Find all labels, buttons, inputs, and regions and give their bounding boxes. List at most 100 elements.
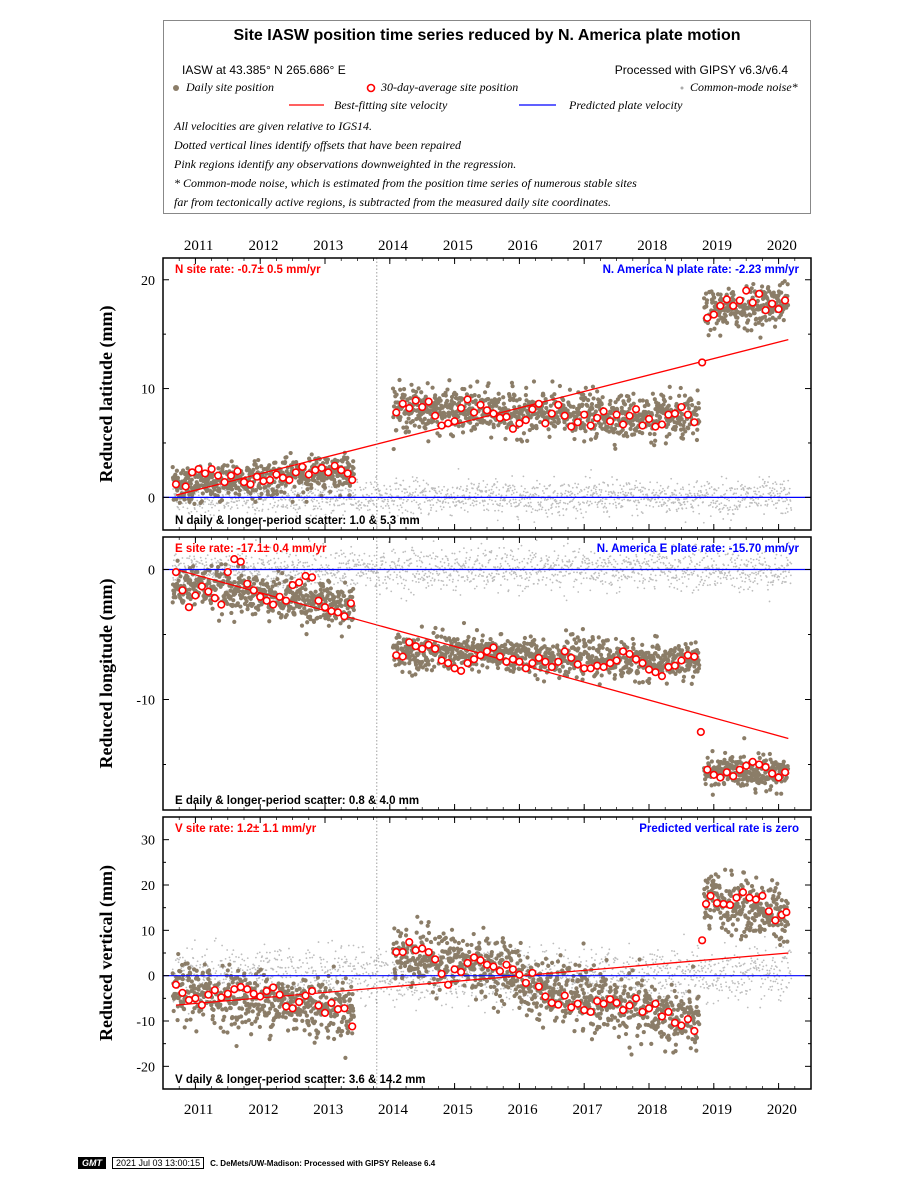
daily-position-point <box>753 321 758 327</box>
common-mode-point <box>291 491 294 494</box>
daily-position-point <box>622 402 628 407</box>
common-mode-point <box>508 572 511 574</box>
common-mode-point <box>597 572 600 575</box>
common-mode-point <box>436 566 439 568</box>
common-mode-point <box>705 488 708 491</box>
daily-position-point <box>482 390 488 395</box>
common-mode-point <box>282 504 285 506</box>
common-mode-point <box>674 501 676 504</box>
common-mode-point <box>318 570 321 573</box>
common-mode-point <box>308 540 311 542</box>
common-mode-point <box>258 509 260 512</box>
common-mode-point <box>710 486 713 488</box>
common-mode-point <box>595 562 598 565</box>
common-mode-point <box>299 492 302 495</box>
daily-position-point <box>276 483 281 488</box>
common-mode-point <box>263 499 265 501</box>
common-mode-point <box>456 494 459 497</box>
common-mode-point <box>703 484 706 487</box>
common-mode-point <box>307 492 310 495</box>
common-mode-point <box>695 481 698 484</box>
common-mode-point <box>245 501 248 504</box>
daily-position-point <box>463 416 469 421</box>
daily-position-point <box>712 326 717 331</box>
daily-position-point <box>258 486 263 491</box>
common-mode-point <box>558 514 561 517</box>
daily-position-point <box>718 292 723 297</box>
common-mode-point <box>442 580 444 583</box>
average-position-point <box>541 419 550 428</box>
daily-position-point <box>425 381 430 386</box>
common-mode-point <box>456 558 458 560</box>
common-mode-point <box>288 555 290 558</box>
common-mode-point <box>365 481 368 484</box>
daily-position-point <box>631 422 636 427</box>
common-mode-point <box>280 561 283 564</box>
common-mode-point <box>473 563 476 566</box>
common-mode-point <box>384 575 387 578</box>
common-mode-point <box>297 559 300 561</box>
common-mode-point <box>418 485 421 487</box>
common-mode-point <box>375 584 377 586</box>
common-mode-point <box>484 549 487 552</box>
common-mode-point <box>464 562 467 565</box>
common-mode-point <box>317 573 320 576</box>
common-mode-point <box>463 580 466 582</box>
common-mode-point <box>663 556 666 559</box>
common-mode-point <box>454 562 456 565</box>
common-mode-point <box>593 572 596 575</box>
common-mode-point <box>503 578 506 580</box>
common-mode-point <box>396 504 399 507</box>
common-mode-point <box>410 591 412 594</box>
common-mode-point <box>381 563 384 565</box>
common-mode-point <box>496 554 498 557</box>
average-position-point <box>343 469 352 478</box>
common-mode-point <box>603 573 606 576</box>
common-mode-point <box>190 510 193 513</box>
common-mode-point <box>483 580 486 582</box>
common-mode-point <box>562 575 564 577</box>
daily-position-point <box>422 416 427 421</box>
average-position-point <box>278 473 287 482</box>
common-mode-point <box>427 483 430 486</box>
common-mode-point <box>619 554 622 557</box>
common-mode-point <box>447 559 449 562</box>
common-mode-point <box>229 564 232 567</box>
common-mode-point <box>441 489 444 491</box>
common-mode-point <box>617 491 620 494</box>
common-mode-point <box>400 582 403 585</box>
common-mode-point <box>686 500 689 503</box>
common-mode-point <box>754 492 757 495</box>
common-mode-point <box>726 498 729 501</box>
daily-position-point <box>650 391 655 396</box>
common-mode-point <box>690 494 693 497</box>
common-mode-point <box>498 547 501 549</box>
daily-position-point <box>288 450 293 456</box>
common-mode-point <box>643 587 646 590</box>
common-mode-point <box>418 506 421 509</box>
common-mode-point <box>239 554 241 557</box>
common-mode-point <box>476 488 479 491</box>
common-mode-point <box>394 565 397 568</box>
common-mode-point <box>281 498 283 501</box>
common-mode-point <box>487 580 489 583</box>
common-mode-point <box>533 554 536 556</box>
common-mode-point <box>293 493 296 496</box>
common-mode-point <box>783 480 785 483</box>
common-mode-point <box>272 577 275 580</box>
average-position-point <box>246 480 255 489</box>
common-mode-point <box>693 570 696 573</box>
common-mode-point <box>695 586 698 589</box>
common-mode-point <box>555 500 558 502</box>
x-tick-label-top: 2014 <box>378 238 409 254</box>
daily-position-point <box>685 402 690 407</box>
common-mode-point <box>326 501 329 504</box>
common-mode-point <box>529 493 532 496</box>
common-mode-point <box>179 562 182 565</box>
daily-position-point <box>696 406 701 411</box>
common-mode-point <box>605 572 608 574</box>
common-mode-point <box>724 492 727 495</box>
common-mode-point <box>321 545 323 548</box>
daily-position-point <box>562 426 567 431</box>
daily-position-point <box>608 411 614 416</box>
